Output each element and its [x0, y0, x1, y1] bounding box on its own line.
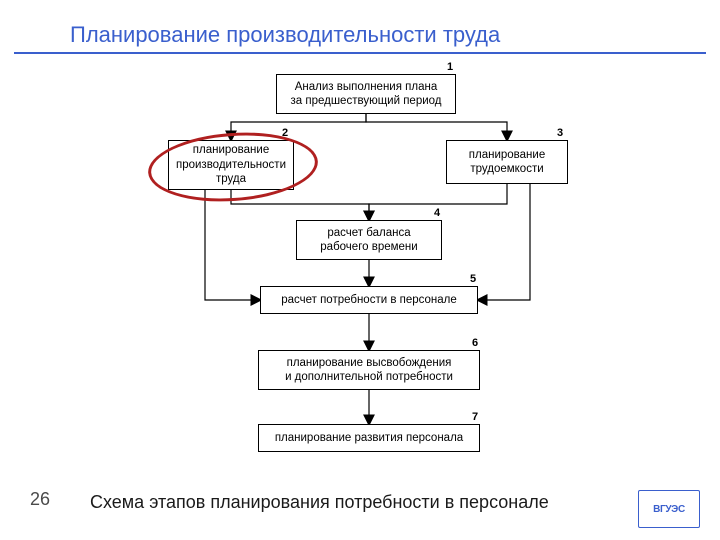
slide: Планирование производительности труда Ан… — [0, 0, 720, 540]
flowchart-node-number-n4: 4 — [434, 207, 440, 219]
caption: Схема этапов планирования потребности в … — [90, 492, 549, 513]
flowchart-node-n3: планированиетрудоемкости — [446, 140, 568, 184]
flowchart: Анализ выполнения планаза предшествующий… — [150, 60, 580, 480]
flowchart-edges — [150, 60, 580, 480]
edge — [205, 190, 260, 300]
logo: ВГУЭС — [638, 490, 700, 528]
flowchart-node-n4: расчет балансарабочего времени — [296, 220, 442, 260]
title-underline — [14, 52, 706, 54]
page-number: 26 — [30, 490, 44, 509]
flowchart-node-n5: расчет потребности в персонале — [260, 286, 478, 314]
flowchart-node-n6: планирование высвобожденияи дополнительн… — [258, 350, 480, 390]
flowchart-node-n1: Анализ выполнения планаза предшествующий… — [276, 74, 456, 114]
flowchart-node-number-n7: 7 — [472, 411, 478, 423]
flowchart-node-number-n5: 5 — [470, 273, 476, 285]
flowchart-node-n7: планирование развития персонала — [258, 424, 480, 452]
page-title: Планирование производительности труда — [70, 22, 500, 48]
flowchart-node-number-n3: 3 — [557, 127, 563, 139]
flowchart-node-number-n6: 6 — [472, 337, 478, 349]
edge — [478, 184, 530, 300]
edge — [366, 114, 507, 140]
flowchart-node-number-n1: 1 — [447, 61, 453, 73]
